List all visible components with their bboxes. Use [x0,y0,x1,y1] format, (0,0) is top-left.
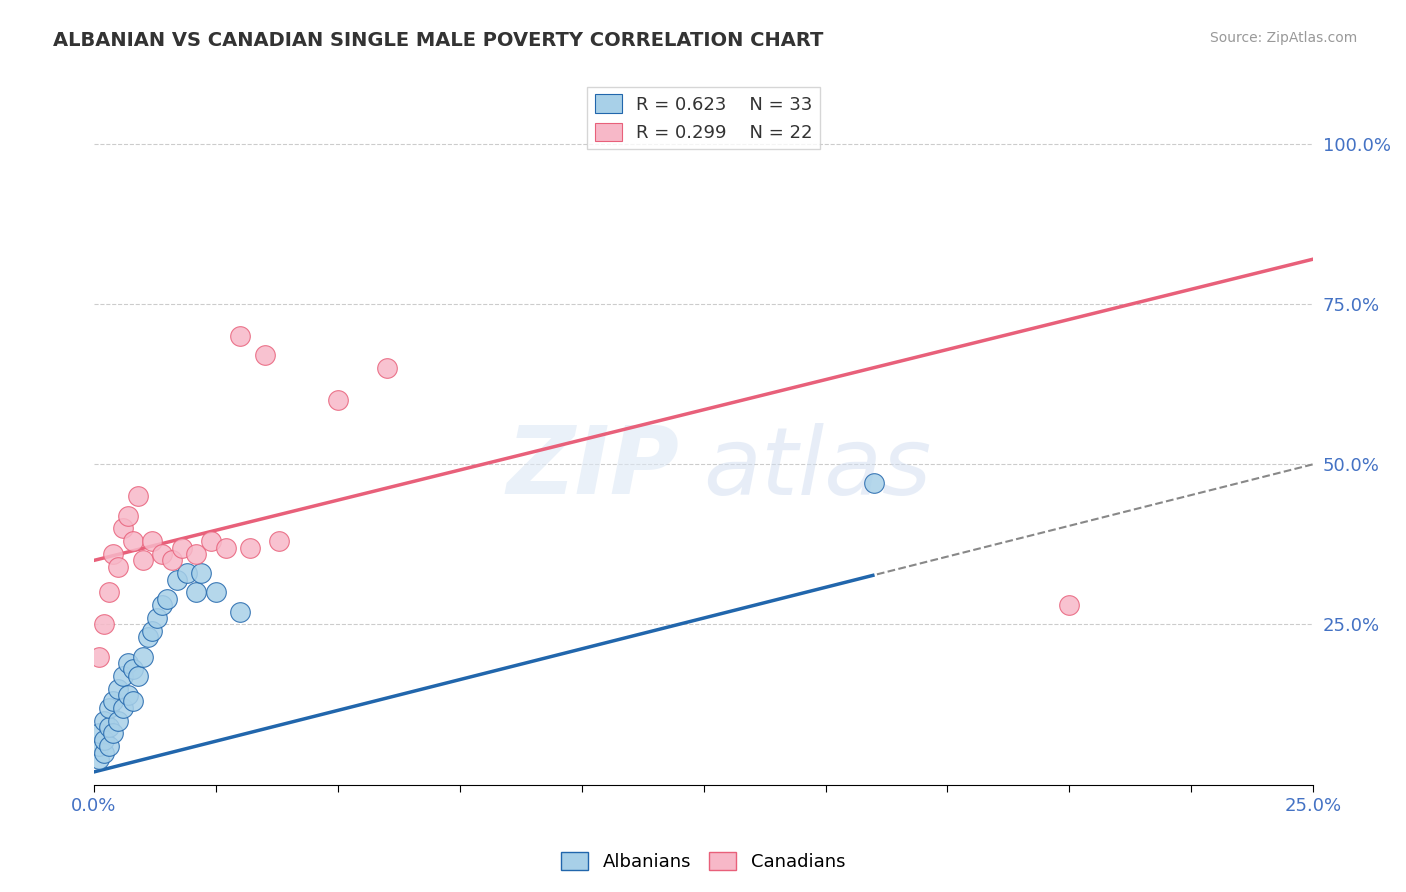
Point [93,617,115,632]
Point [141,534,163,549]
Point [239,541,262,555]
Point [103,694,125,708]
Point [87,752,110,766]
Point [253,348,276,362]
Point [112,701,135,715]
Point [122,534,145,549]
Point [93,746,115,760]
Point [93,714,115,728]
Point [150,547,173,561]
Point [205,585,228,599]
Point [160,553,183,567]
Point [127,489,149,503]
Point [214,541,236,555]
Point [87,726,110,740]
Point [97,585,120,599]
Point [166,573,188,587]
Point [117,656,139,670]
Point [136,630,159,644]
Point [117,508,139,523]
Point [117,688,139,702]
Text: atlas: atlas [703,423,932,514]
Point [97,701,120,715]
Point [87,649,110,664]
Point [156,591,179,606]
Point [107,714,129,728]
Point [131,553,153,567]
Text: ALBANIAN VS CANADIAN SINGLE MALE POVERTY CORRELATION CHART: ALBANIAN VS CANADIAN SINGLE MALE POVERTY… [53,31,824,50]
Point [122,694,145,708]
Point [127,669,149,683]
Point [87,739,110,754]
Point [229,329,252,343]
Point [93,732,115,747]
Text: Source: ZipAtlas.com: Source: ZipAtlas.com [1209,31,1357,45]
Point [146,611,169,625]
Point [186,547,208,561]
Point [131,649,153,664]
Point [170,541,193,555]
Point [1059,599,1081,613]
Point [200,534,222,549]
Point [107,559,129,574]
Point [112,521,135,535]
Point [229,605,252,619]
Point [97,720,120,734]
Point [190,566,212,581]
Point [141,624,163,638]
Legend: Albanians, Canadians: Albanians, Canadians [554,845,852,879]
Text: ZIP: ZIP [506,423,679,515]
Point [186,585,208,599]
Legend: R = 0.623    N = 33, R = 0.299    N = 22: R = 0.623 N = 33, R = 0.299 N = 22 [588,87,820,149]
Point [103,726,125,740]
Point [326,393,349,408]
Point [176,566,198,581]
Point [97,739,120,754]
Point [103,547,125,561]
Point [863,476,886,491]
Point [122,662,145,676]
Point [375,361,398,376]
Point [107,681,129,696]
Point [269,534,291,549]
Point [112,669,135,683]
Point [150,599,173,613]
